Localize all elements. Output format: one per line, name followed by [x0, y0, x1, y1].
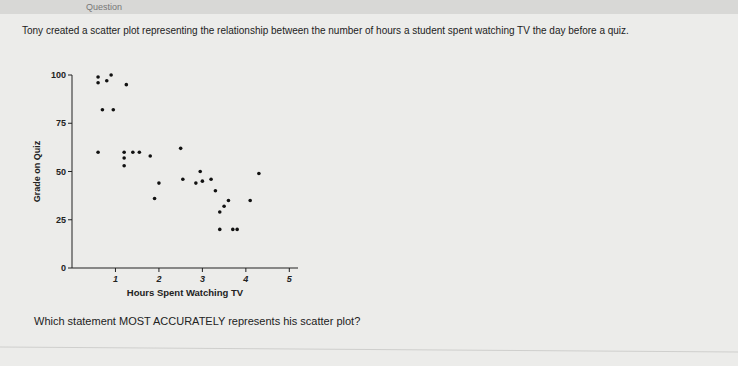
- x-tick-label: 4: [242, 274, 248, 284]
- point: [122, 164, 126, 168]
- y-tick: [68, 171, 72, 172]
- x-tick: [289, 268, 290, 272]
- x-tick-label: 5: [287, 274, 293, 284]
- x-tick: [115, 268, 116, 272]
- point: [122, 156, 126, 160]
- point: [96, 150, 100, 154]
- y-tick-label: 75: [56, 118, 66, 128]
- point: [179, 147, 183, 151]
- point: [96, 75, 100, 79]
- point: [157, 181, 161, 185]
- point: [109, 73, 113, 77]
- header: Question: [86, 2, 122, 12]
- y-axis-label: Grade on Quiz: [32, 140, 42, 202]
- y-tick-label: 50: [56, 167, 66, 177]
- page: Question Tony created a scatter plot repr…: [0, 0, 738, 366]
- header-bar: [0, 0, 738, 14]
- prompt: Tony created a scatter plot representing…: [22, 25, 629, 36]
- point: [218, 210, 222, 214]
- point: [96, 81, 100, 85]
- point: [235, 228, 239, 232]
- x-tick-label: 2: [155, 274, 161, 284]
- x-tick-label: 3: [200, 274, 205, 284]
- question: Which statement MOST ACCURATELY represen…: [34, 315, 360, 327]
- point: [201, 179, 205, 183]
- point: [214, 189, 218, 193]
- point: [198, 170, 202, 174]
- point: [148, 154, 152, 158]
- point: [138, 150, 142, 154]
- x-axis-label: Hours Spent Watching TV: [127, 287, 244, 298]
- point: [231, 228, 235, 232]
- point: [227, 199, 231, 203]
- point: [122, 150, 126, 154]
- point: [101, 108, 105, 112]
- x-tick-label: 1: [113, 274, 118, 284]
- y-tick-label: 0: [61, 263, 66, 273]
- point: [222, 204, 226, 208]
- y-tick: [68, 75, 72, 76]
- point: [194, 181, 198, 185]
- y-tick: [68, 268, 72, 269]
- points: [96, 73, 260, 231]
- x-axis: [72, 268, 298, 269]
- point: [125, 83, 129, 87]
- point: [111, 108, 115, 112]
- point: [257, 172, 261, 176]
- x-tick: [202, 268, 203, 272]
- x-tick: [245, 268, 246, 272]
- y-tick-label: 100: [51, 70, 66, 80]
- point: [248, 199, 252, 203]
- x-tick: [158, 268, 159, 272]
- point: [209, 177, 213, 181]
- point: [131, 150, 135, 154]
- point: [153, 197, 157, 201]
- y-tick: [68, 219, 72, 220]
- divider: [0, 347, 738, 352]
- point: [105, 79, 109, 83]
- y-tick: [68, 123, 72, 124]
- point: [218, 228, 222, 232]
- point: [181, 177, 185, 181]
- y-tick-label: 25: [56, 215, 66, 225]
